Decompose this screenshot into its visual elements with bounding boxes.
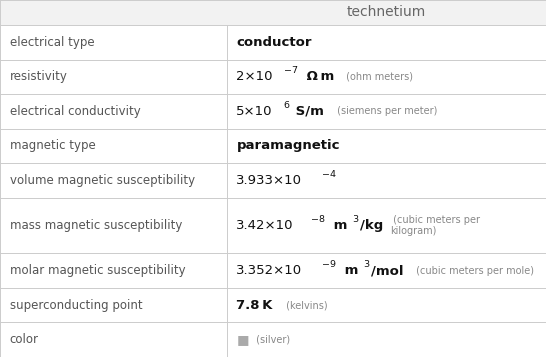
Text: 6: 6	[283, 101, 289, 110]
Text: (cubic meters per mole): (cubic meters per mole)	[413, 266, 535, 276]
Text: (cubic meters per
kilogram): (cubic meters per kilogram)	[390, 215, 480, 236]
Text: (kelvins): (kelvins)	[283, 300, 328, 310]
Text: 2×10: 2×10	[236, 70, 273, 83]
Text: electrical conductivity: electrical conductivity	[10, 105, 140, 118]
Text: resistivity: resistivity	[10, 70, 68, 83]
Text: electrical type: electrical type	[10, 36, 94, 49]
Text: molar magnetic susceptibility: molar magnetic susceptibility	[10, 264, 186, 277]
Text: magnetic type: magnetic type	[10, 140, 96, 152]
Text: superconducting point: superconducting point	[10, 298, 143, 312]
Text: 5×10: 5×10	[236, 105, 273, 118]
Text: ■: ■	[236, 333, 249, 346]
Text: (siemens per meter): (siemens per meter)	[334, 106, 437, 116]
Text: m: m	[329, 219, 347, 232]
Text: (ohm meters): (ohm meters)	[343, 72, 413, 82]
Text: −7: −7	[283, 66, 298, 75]
Text: −8: −8	[311, 215, 325, 224]
Text: technetium: technetium	[347, 5, 426, 19]
Text: S/m: S/m	[291, 105, 324, 118]
Text: 3.352×10: 3.352×10	[236, 264, 302, 277]
Text: 3.42×10: 3.42×10	[236, 219, 294, 232]
Text: 7.8 K: 7.8 K	[236, 298, 273, 312]
Text: Ω m: Ω m	[301, 70, 334, 83]
Text: 3: 3	[364, 260, 370, 269]
Text: mass magnetic susceptibility: mass magnetic susceptibility	[10, 219, 182, 232]
Bar	[0, 0, 546, 25]
Text: paramagnetic: paramagnetic	[236, 140, 340, 152]
Text: 3.933×10: 3.933×10	[236, 174, 302, 187]
Text: (silver): (silver)	[253, 335, 290, 345]
Text: /mol: /mol	[371, 264, 404, 277]
Text: −4: −4	[322, 170, 336, 179]
Text: 3: 3	[352, 215, 359, 224]
Text: volume magnetic susceptibility: volume magnetic susceptibility	[10, 174, 195, 187]
Text: /kg: /kg	[360, 219, 383, 232]
Text: conductor: conductor	[236, 36, 312, 49]
Text: color: color	[10, 333, 39, 346]
Text: m: m	[340, 264, 358, 277]
Text: −9: −9	[322, 260, 336, 269]
